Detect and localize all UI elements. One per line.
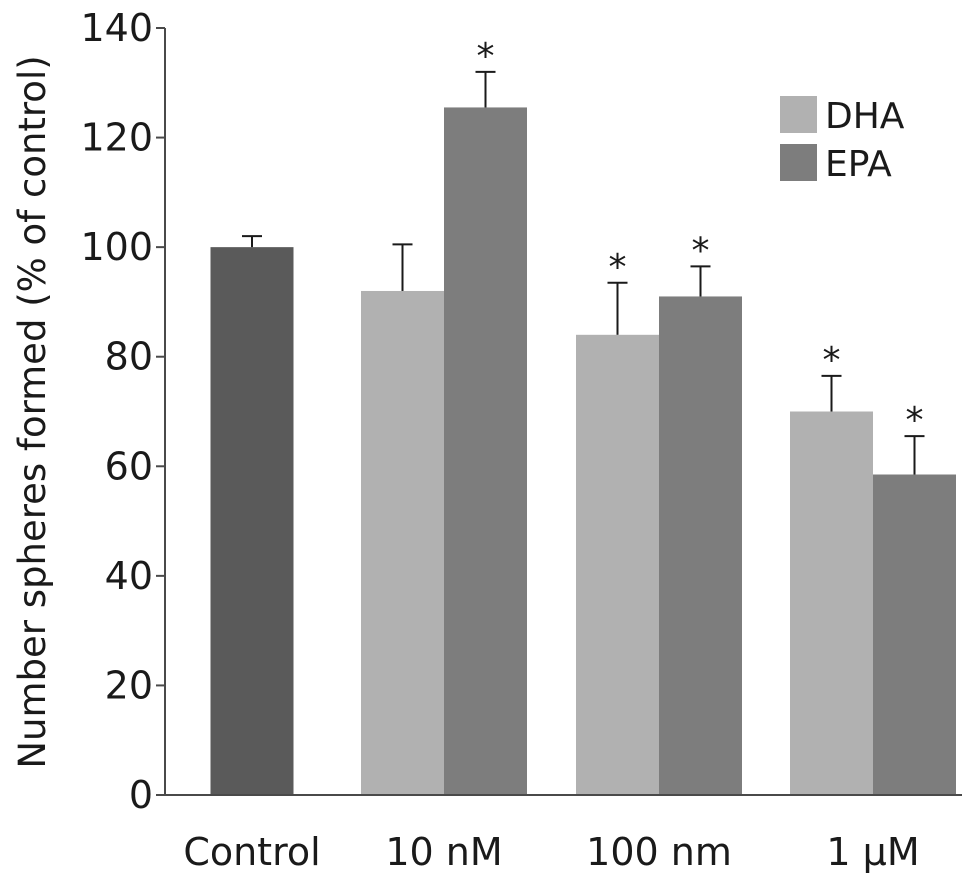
- bar-dha-10-nm: [361, 290, 444, 795]
- y-tick-label: 120: [80, 116, 153, 160]
- x-tick-label: Control: [183, 830, 320, 874]
- legend-label-epa: EPA: [825, 144, 892, 185]
- legend-swatch-epa: [780, 144, 817, 181]
- y-tick-label: 20: [105, 663, 153, 707]
- bar-dha-100-nm: [576, 334, 659, 795]
- significance-marker-dha-100-nm: *: [609, 247, 627, 288]
- y-tick-label: 40: [105, 554, 153, 598]
- y-axis-title: Number spheres formed (% of control): [11, 55, 54, 768]
- axes-layer: Control 10 nM 100 nm 1 μM 0 20 40 60 80 100 120 140: [80, 6, 962, 874]
- y-tick-label: 0: [129, 773, 153, 817]
- significance-marker-dha-1-m: *: [823, 340, 841, 381]
- x-tick-label: 1 μM: [826, 830, 919, 874]
- bars-layer: [210, 107, 956, 796]
- y-tick-label: 100: [80, 225, 153, 269]
- y-tick-label: 60: [105, 444, 153, 488]
- legend-label-dha: DHA: [825, 96, 905, 137]
- bar-epa-100-nm: [659, 296, 742, 795]
- significance-marker-epa-10-nm: *: [477, 36, 495, 77]
- bar-dha-1-m: [790, 411, 873, 795]
- bar-epa-10-nm: [444, 107, 527, 796]
- legend: DHA EPA: [780, 96, 905, 185]
- bar-epa-1-m: [873, 474, 956, 795]
- bar-control-control: [210, 247, 294, 796]
- y-tick-label: 80: [105, 335, 153, 379]
- x-tick-label: 100 nm: [586, 830, 732, 874]
- error-bars-layer: [242, 70, 925, 475]
- legend-swatch-dha: [780, 96, 817, 133]
- x-tick-label: 10 nM: [385, 830, 502, 874]
- y-tick-label: 140: [80, 6, 153, 50]
- significance-marker-epa-100-nm: *: [692, 230, 710, 271]
- significance-layer: * * * * *: [477, 36, 924, 441]
- significance-marker-epa-1-m: *: [906, 400, 924, 441]
